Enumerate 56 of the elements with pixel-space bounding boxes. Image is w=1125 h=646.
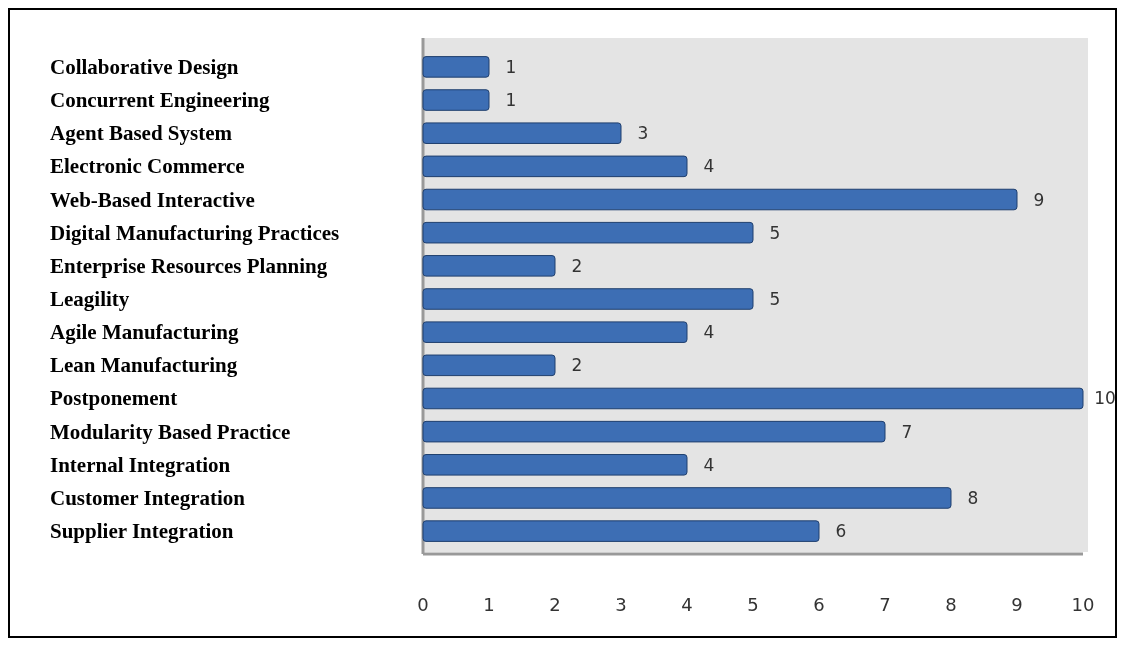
x-tick-label: 10: [1071, 594, 1095, 615]
data-label: 4: [703, 156, 715, 177]
data-label: 5: [769, 289, 781, 309]
bar: [422, 221, 754, 244]
data-label: 9: [1033, 189, 1045, 210]
y-tick-label: Modularity Based Practice: [50, 419, 291, 444]
y-tick-label: Collaborative Design: [50, 54, 239, 79]
y-tick-label: Web-Based Interactive: [50, 187, 255, 212]
bar: [422, 420, 886, 443]
y-tick-label: Leagility: [50, 287, 130, 311]
bar: [422, 288, 754, 310]
bar: [422, 454, 688, 476]
y-tick-label: Concurrent Engineering: [50, 88, 271, 113]
data-label: 4: [703, 454, 715, 475]
y-tick-label: Digital Manufacturing Practices: [50, 220, 340, 245]
data-label: 4: [703, 322, 715, 343]
y-tick-label: Postponement: [50, 386, 178, 411]
bar: [422, 520, 820, 542]
data-label: 1: [505, 56, 517, 77]
data-label: 2: [571, 355, 583, 376]
data-label: 6: [835, 521, 847, 542]
data-label: 3: [637, 123, 649, 144]
bar: [422, 321, 688, 343]
y-tick-label: Enterprise Resources Planning: [50, 253, 328, 278]
bar: [422, 255, 556, 277]
data-label: 10: [1094, 388, 1116, 409]
y-tick-label: Internal Integration: [50, 452, 231, 477]
bar: [422, 188, 1018, 211]
x-tick-label: 6: [813, 594, 825, 615]
x-tick-label: 1: [483, 594, 495, 615]
x-tick-label: 3: [615, 594, 627, 615]
data-label: 2: [571, 255, 583, 276]
y-tick-label: Electronic Commerce: [50, 154, 245, 179]
bar: [422, 387, 1084, 410]
data-label: 7: [901, 421, 913, 442]
bar: [422, 89, 490, 111]
y-tick-label: Agent Based System: [50, 121, 233, 146]
x-tick-label: 2: [549, 594, 561, 615]
data-label: 8: [967, 487, 979, 508]
y-tick-label: Supplier Integration: [50, 519, 234, 544]
x-tick-label: 9: [1011, 594, 1023, 615]
bar: [422, 122, 622, 144]
y-tick-label: Agile Manufacturing: [50, 320, 239, 345]
bar: [422, 155, 688, 178]
x-tick-label: 8: [945, 594, 957, 615]
x-tick-label: 0: [417, 594, 429, 615]
data-label: 5: [769, 222, 781, 243]
x-tick-label: 4: [681, 594, 693, 615]
bar: [422, 56, 490, 78]
y-tick-label: Customer Integration: [50, 485, 246, 510]
data-label: 1: [505, 90, 517, 111]
bar: [422, 354, 556, 377]
x-tick-label: 5: [747, 594, 759, 615]
bar: [422, 487, 952, 509]
y-tick-label: Lean Manufacturing: [50, 353, 238, 378]
x-tick-label: 7: [879, 594, 891, 615]
